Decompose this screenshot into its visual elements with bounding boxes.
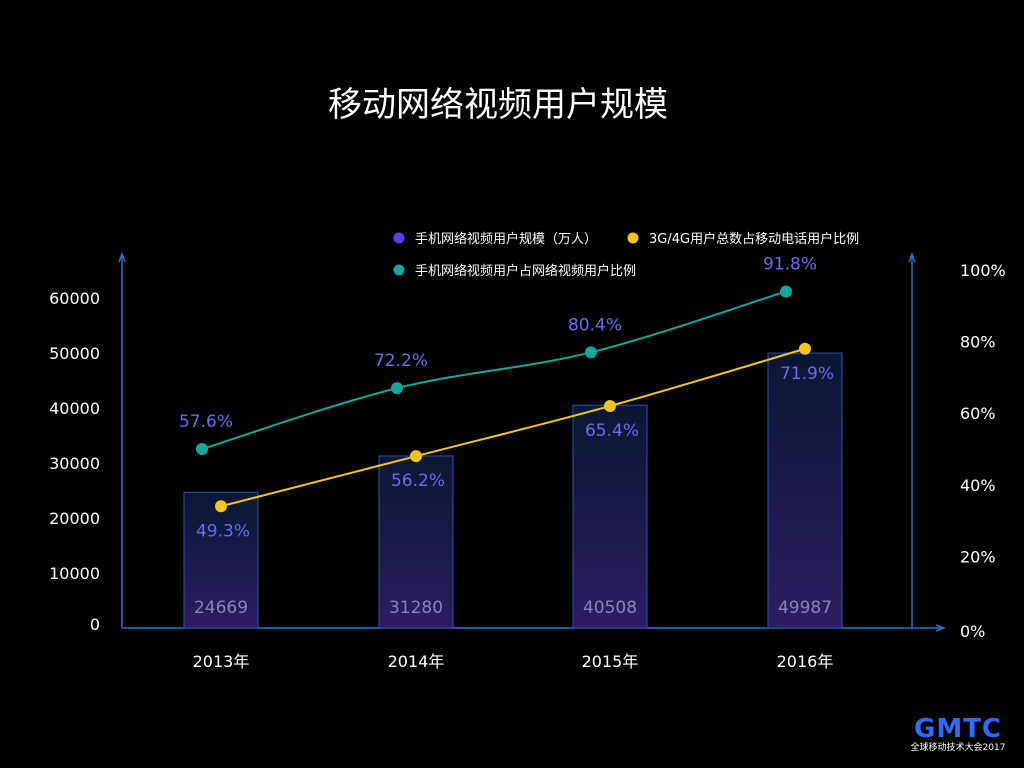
- right-tick-label: 60%: [960, 404, 996, 423]
- teal-data-label: 72.2%: [374, 351, 428, 371]
- bar: [183, 491, 259, 629]
- x-tick-label: 2014年: [388, 652, 445, 671]
- teal-point: [585, 346, 597, 359]
- yellow-data-label: 56.2%: [391, 471, 445, 491]
- gmtc-logo: GMTC 全球移动技术大会2017: [908, 716, 1008, 760]
- legend-label: 3G/4G用户总数占移动电话用户比例: [649, 231, 859, 247]
- yellow-data-label: 65.4%: [585, 421, 639, 441]
- legend-marker: [393, 232, 405, 244]
- right-tick-label: 100%: [960, 261, 1006, 280]
- bar-series: 24669 31280 40508 49987: [183, 352, 843, 629]
- right-tick-label: 20%: [960, 547, 996, 566]
- teal-data-label: 57.6%: [179, 412, 233, 432]
- yellow-data-label: 71.9%: [780, 364, 834, 384]
- left-tick-label: 50000: [49, 344, 100, 363]
- right-tick-label: 40%: [960, 476, 996, 495]
- legend-label: 手机网络视频用户规模（万人）: [415, 231, 597, 247]
- bar: [378, 455, 454, 629]
- x-axis-arrow: [935, 624, 947, 632]
- left-axis-arrow: [118, 251, 126, 263]
- bar-value-label: 24669: [194, 598, 248, 618]
- right-tick-label: 0%: [960, 622, 985, 641]
- teal-data-label: 80.4%: [568, 315, 622, 335]
- line-series: 57.6% 72.2% 80.4% 91.8% 49.3% 56.2% 65.4% 71.9%: [179, 254, 834, 541]
- logo-subtitle: 全球移动技术大会2017: [910, 743, 1006, 753]
- yellow-point: [799, 342, 811, 355]
- teal-point: [391, 382, 403, 395]
- bar: [767, 352, 843, 629]
- yellow-point: [604, 400, 616, 413]
- bar: [572, 404, 648, 629]
- right-tick-label: 80%: [960, 333, 996, 352]
- legend-label: 手机网络视频用户占网络视频用户比例: [415, 263, 636, 279]
- teal-line: [201, 290, 787, 450]
- axes: 0 10000 20000 30000 40000 50000 60000 0% 20% 40% 6…: [49, 251, 1006, 671]
- legend-marker: [627, 232, 639, 244]
- left-tick-label: 40000: [49, 399, 100, 418]
- yellow-data-label: 49.3%: [196, 521, 250, 541]
- legend-marker: [393, 264, 405, 276]
- x-tick-label: 2016年: [777, 652, 834, 671]
- bar-value-label: 40508: [583, 598, 637, 618]
- legend: 手机网络视频用户规模（万人） 3G/4G用户总数占移动电话用户比例手机网络视频用户…: [393, 231, 859, 279]
- bar-value-label: 49987: [778, 598, 832, 618]
- yellow-point: [410, 450, 422, 463]
- right-axis-arrow: [908, 251, 916, 263]
- teal-point: [196, 443, 208, 455]
- yellow-line: [220, 347, 806, 508]
- logo-mark: GMTC: [913, 714, 1003, 744]
- bar-value-label: 31280: [389, 598, 443, 618]
- yellow-point: [215, 500, 227, 513]
- left-tick-label: 60000: [49, 289, 100, 308]
- chart-title: 移动网络视频用户规模: [328, 85, 668, 125]
- teal-data-label: 91.8%: [763, 254, 817, 274]
- teal-point: [780, 285, 792, 298]
- x-tick-label: 2015年: [582, 652, 639, 671]
- left-tick-label: 10000: [49, 564, 100, 583]
- left-tick-label: 30000: [49, 454, 100, 473]
- left-tick-label: 0: [90, 615, 100, 634]
- left-tick-label: 20000: [49, 509, 100, 528]
- x-tick-label: 2013年: [193, 652, 250, 671]
